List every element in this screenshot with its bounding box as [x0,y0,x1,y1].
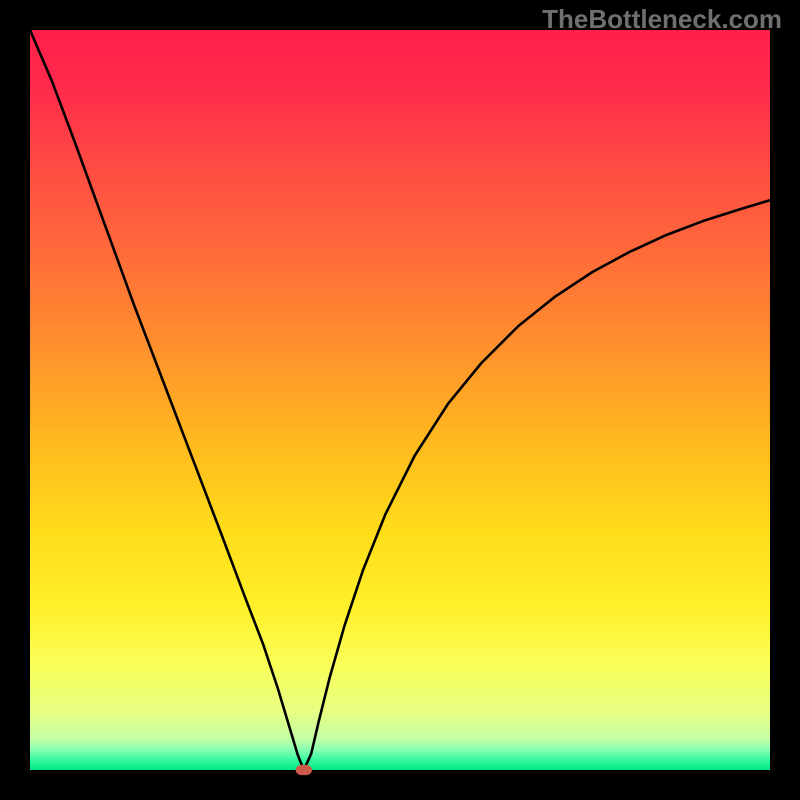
watermark-text: TheBottleneck.com [542,4,782,34]
optimal-point-marker [296,765,312,775]
plot-background [30,30,770,770]
bottleneck-chart: TheBottleneck.com [0,0,800,800]
